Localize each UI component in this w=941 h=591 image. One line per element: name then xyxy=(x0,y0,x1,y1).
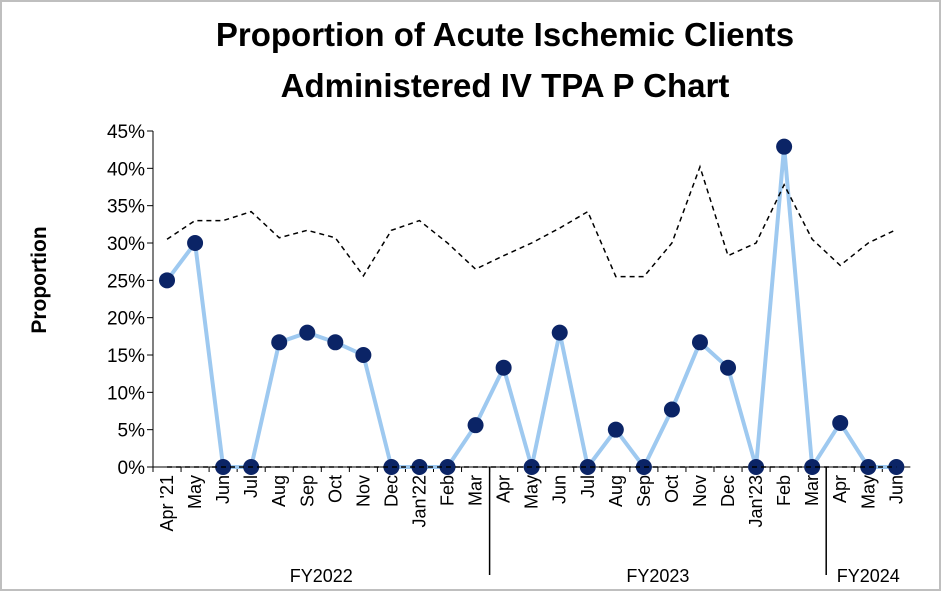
data-point xyxy=(159,272,176,289)
x-tick-label: Mar xyxy=(466,475,486,506)
x-tick-label: Jul xyxy=(241,475,261,498)
x-tick-label: Aug xyxy=(269,475,289,507)
y-tick-label: 40% xyxy=(107,159,145,180)
data-point xyxy=(299,324,316,341)
x-tick-label: Sep xyxy=(634,475,654,507)
group-label: FY2022 xyxy=(290,566,353,586)
x-tick-label: Oct xyxy=(325,475,345,503)
x-tick-label: Jun xyxy=(886,475,906,504)
x-tick-label: Apr xyxy=(494,475,514,503)
data-point xyxy=(804,459,821,475)
data-point xyxy=(776,138,793,155)
y-tick-label: 0% xyxy=(118,458,146,479)
x-tick-label: May xyxy=(858,475,878,509)
y-tick-label: 25% xyxy=(107,271,145,292)
x-tick-label: Apr '21 xyxy=(157,475,177,531)
x-tick-label: Oct xyxy=(662,475,682,503)
x-tick-label: May xyxy=(185,475,205,509)
x-tick-label: Jun xyxy=(550,475,570,504)
data-point xyxy=(355,347,372,363)
x-tick-label: Jan'22 xyxy=(409,475,429,527)
x-tick-label: Dec xyxy=(381,475,401,507)
data-point xyxy=(327,334,344,351)
x-tick-label: Feb xyxy=(438,475,458,506)
y-tick-label: 5% xyxy=(118,421,146,442)
y-tick-label: 35% xyxy=(107,197,145,218)
data-point xyxy=(271,334,288,351)
data-point xyxy=(635,459,652,475)
x-tick-label: Nov xyxy=(353,475,373,507)
data-point xyxy=(383,459,400,475)
x-tick-label: Feb xyxy=(774,475,794,506)
x-tick-label: Jan'23 xyxy=(746,475,766,527)
x-tick-label: Jul xyxy=(578,475,598,498)
group-label: FY2024 xyxy=(837,566,900,586)
x-tick-label: Dec xyxy=(718,475,738,507)
data-point xyxy=(832,414,849,431)
data-point xyxy=(467,417,484,434)
x-tick-label: Nov xyxy=(690,475,710,507)
x-tick-label: Mar xyxy=(802,475,822,506)
group-label: FY2023 xyxy=(626,566,689,586)
y-tick-label: 30% xyxy=(107,234,145,255)
y-axis-label: Proportion xyxy=(28,226,51,333)
data-point xyxy=(579,459,596,475)
data-point xyxy=(691,334,708,351)
x-tick-label: Sep xyxy=(297,475,317,507)
control-limit-line xyxy=(166,164,897,278)
data-point xyxy=(607,421,624,438)
chart-title: Proportion of Acute Ischemic Clients xyxy=(216,16,794,53)
data-point xyxy=(495,359,512,376)
y-tick-label: 45% xyxy=(107,122,145,143)
data-point xyxy=(663,401,680,418)
data-point xyxy=(860,459,877,475)
y-tick-label: 10% xyxy=(107,383,145,404)
data-point xyxy=(551,324,568,341)
y-tick-label: 20% xyxy=(107,309,145,330)
x-tick-label: Aug xyxy=(606,475,626,507)
chart-title: Administered IV TPA P Chart xyxy=(281,67,730,104)
x-tick-label: May xyxy=(522,475,542,509)
data-point xyxy=(720,359,737,376)
y-tick-label: 15% xyxy=(107,346,145,367)
x-tick-label: Apr xyxy=(830,475,850,503)
x-tick-label: Jun xyxy=(213,475,233,504)
data-point xyxy=(187,235,204,251)
